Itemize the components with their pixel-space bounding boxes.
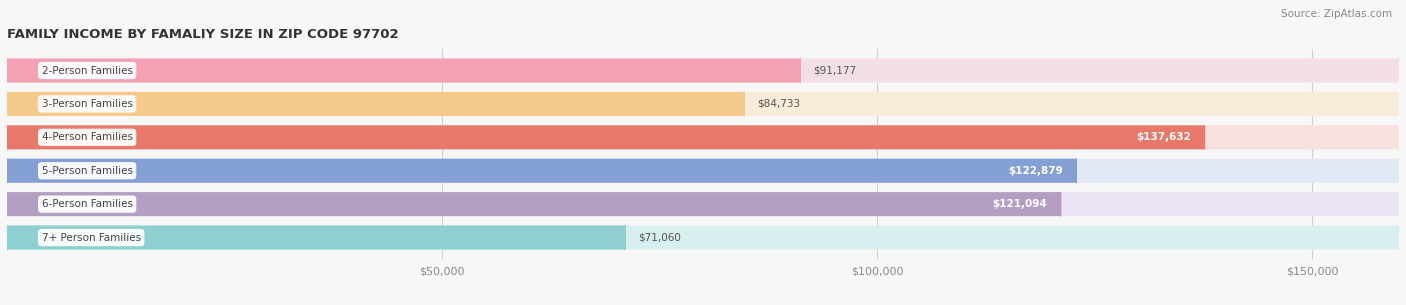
Text: FAMILY INCOME BY FAMALIY SIZE IN ZIP CODE 97702: FAMILY INCOME BY FAMALIY SIZE IN ZIP COD… [7, 28, 399, 41]
Text: 6-Person Families: 6-Person Families [42, 199, 132, 209]
Text: $121,094: $121,094 [993, 199, 1047, 209]
FancyBboxPatch shape [7, 125, 1399, 149]
FancyBboxPatch shape [7, 92, 1399, 116]
FancyBboxPatch shape [7, 59, 1399, 83]
FancyBboxPatch shape [7, 125, 1205, 149]
Text: $84,733: $84,733 [758, 99, 800, 109]
FancyBboxPatch shape [7, 192, 1399, 216]
Text: 3-Person Families: 3-Person Families [42, 99, 132, 109]
Text: 7+ Person Families: 7+ Person Families [42, 232, 141, 242]
FancyBboxPatch shape [7, 225, 626, 249]
FancyBboxPatch shape [7, 159, 1399, 183]
Text: $122,879: $122,879 [1008, 166, 1063, 176]
Text: $91,177: $91,177 [813, 66, 856, 76]
FancyBboxPatch shape [7, 192, 1060, 216]
FancyBboxPatch shape [7, 159, 1076, 183]
Text: 2-Person Families: 2-Person Families [42, 66, 132, 76]
Text: Source: ZipAtlas.com: Source: ZipAtlas.com [1281, 9, 1392, 19]
Text: $71,060: $71,060 [638, 232, 681, 242]
FancyBboxPatch shape [7, 225, 1399, 249]
Text: $137,632: $137,632 [1136, 132, 1191, 142]
FancyBboxPatch shape [7, 92, 744, 116]
Text: 5-Person Families: 5-Person Families [42, 166, 132, 176]
Text: 4-Person Families: 4-Person Families [42, 132, 132, 142]
FancyBboxPatch shape [7, 59, 800, 83]
